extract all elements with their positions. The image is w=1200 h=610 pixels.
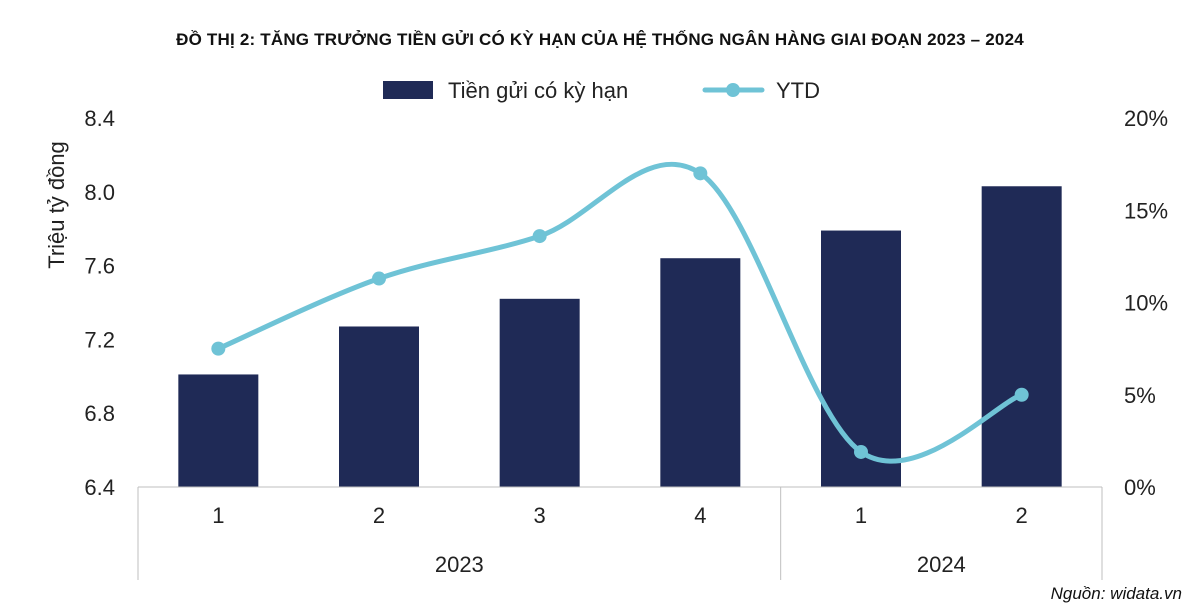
y-tick-label: 7.2	[84, 327, 115, 352]
source-note: Nguồn: widata.vn	[1050, 584, 1182, 603]
ytd-point	[693, 166, 708, 181]
bar	[660, 258, 741, 487]
x-tick-label: 3	[534, 503, 546, 528]
y2-tick-label: 20%	[1124, 106, 1168, 131]
y-tick-label: 6.8	[84, 401, 115, 426]
y2-tick-label: 15%	[1124, 198, 1168, 223]
y-tick-label: 8.4	[84, 106, 115, 131]
x-tick-label: 1	[855, 503, 867, 528]
ytd-point	[211, 341, 226, 356]
legend-marker-line	[726, 83, 740, 97]
y2-tick-label: 10%	[1124, 291, 1168, 316]
x-tick-label: 4	[694, 503, 706, 528]
y-tick-label: 7.6	[84, 254, 115, 279]
group-label: 2024	[917, 552, 966, 577]
legend-label-line: YTD	[776, 78, 820, 103]
ytd-point	[532, 229, 547, 244]
group-label: 2023	[435, 552, 484, 577]
legend-swatch-bar	[383, 81, 433, 99]
x-tick-label: 2	[373, 503, 385, 528]
legend-label-bar: Tiền gửi có kỳ hạn	[448, 78, 628, 103]
ytd-line	[215, 161, 1025, 464]
bar	[981, 186, 1062, 487]
y2-tick-label: 5%	[1124, 383, 1156, 408]
y-tick-label: 6.4	[84, 475, 115, 500]
bar	[178, 374, 259, 487]
bar	[499, 298, 580, 487]
ytd-point	[1014, 387, 1029, 402]
x-tick-label: 1	[212, 503, 224, 528]
bar	[339, 326, 419, 487]
ytd-point	[854, 444, 868, 459]
x-tick-label: 2	[1016, 503, 1028, 528]
chart-title: ĐỒ THỊ 2: TĂNG TRƯỞNG TIỀN GỬI CÓ KỲ HẠN…	[176, 30, 1024, 49]
y-tick-label: 8.0	[84, 180, 115, 205]
y-axis-title: Triệu tỷ đồng	[44, 141, 69, 269]
bar	[821, 230, 901, 488]
ytd-point	[372, 271, 386, 286]
y2-tick-label: 0%	[1124, 475, 1156, 500]
